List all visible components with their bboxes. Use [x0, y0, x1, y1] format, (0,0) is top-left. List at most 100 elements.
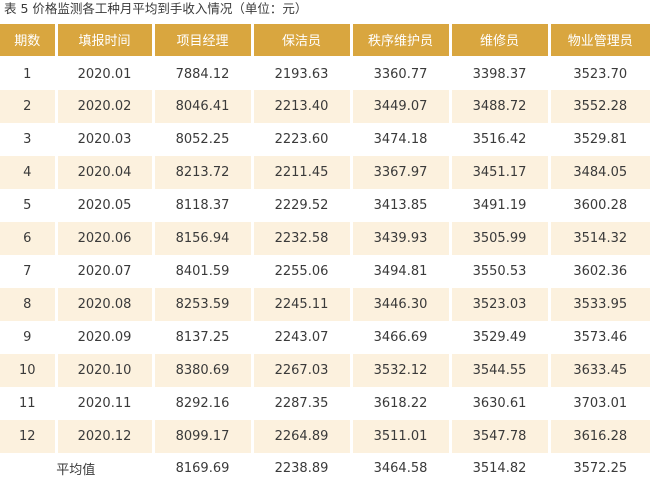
average-security-guard: 3464.58 [349, 453, 450, 483]
cell-period: 12 [0, 420, 56, 453]
cell-property-administrator: 3552.28 [547, 90, 650, 123]
cell-security-guard: 3449.07 [349, 90, 450, 123]
cell-security-guard: 3511.01 [349, 420, 450, 453]
cell-property-administrator: 3529.81 [547, 123, 650, 156]
cell-maintenance-worker: 3547.78 [448, 420, 549, 453]
cell-report-date: 2020.07 [54, 255, 153, 288]
cell-property-administrator: 3523.70 [547, 57, 650, 90]
cell-security-guard: 3466.69 [349, 321, 450, 354]
header-project-manager: 项目经理 [151, 24, 252, 59]
header-period: 期数 [0, 24, 56, 59]
cell-report-date: 2020.01 [54, 57, 153, 90]
header-maintenance-worker: 维修员 [448, 24, 549, 59]
header-security-guard: 秩序维护员 [349, 24, 450, 59]
cell-security-guard: 3367.97 [349, 156, 450, 189]
cell-property-administrator: 3703.01 [547, 387, 650, 420]
cell-project-manager: 8292.16 [151, 387, 252, 420]
cell-report-date: 2020.04 [54, 156, 153, 189]
cell-report-date: 2020.11 [54, 387, 153, 420]
cell-maintenance-worker: 3505.99 [448, 222, 549, 255]
cell-period: 2 [0, 90, 56, 123]
cell-project-manager: 8137.25 [151, 321, 252, 354]
cell-cleaner: 2211.45 [250, 156, 351, 189]
average-row: 平均值 8169.69 2238.89 3464.58 3514.82 3572… [0, 453, 650, 483]
cell-project-manager: 8118.37 [151, 189, 252, 222]
cell-security-guard: 3474.18 [349, 123, 450, 156]
cell-period: 10 [0, 354, 56, 387]
cell-cleaner: 2232.58 [250, 222, 351, 255]
table-row: 7 2020.07 8401.59 2255.06 3494.81 3550.5… [0, 255, 650, 288]
cell-report-date: 2020.06 [54, 222, 153, 255]
table-row: 1 2020.01 7884.12 2193.63 3360.77 3398.3… [0, 57, 650, 90]
cell-security-guard: 3439.93 [349, 222, 450, 255]
average-label: 平均值 [0, 453, 153, 483]
cell-property-administrator: 3633.45 [547, 354, 650, 387]
cell-maintenance-worker: 3529.49 [448, 321, 549, 354]
cell-project-manager: 8380.69 [151, 354, 252, 387]
cell-security-guard: 3360.77 [349, 57, 450, 90]
cell-period: 1 [0, 57, 56, 90]
cell-property-administrator: 3533.95 [547, 288, 650, 321]
average-maintenance-worker: 3514.82 [448, 453, 549, 483]
cell-cleaner: 2287.35 [250, 387, 351, 420]
cell-property-administrator: 3602.36 [547, 255, 650, 288]
cell-project-manager: 7884.12 [151, 57, 252, 90]
table-row: 11 2020.11 8292.16 2287.35 3618.22 3630.… [0, 387, 650, 420]
cell-project-manager: 8156.94 [151, 222, 252, 255]
cell-security-guard: 3618.22 [349, 387, 450, 420]
cell-security-guard: 3413.85 [349, 189, 450, 222]
cell-cleaner: 2223.60 [250, 123, 351, 156]
average-property-administrator: 3572.25 [547, 453, 650, 483]
cell-cleaner: 2229.52 [250, 189, 351, 222]
cell-maintenance-worker: 3491.19 [448, 189, 549, 222]
cell-project-manager: 8253.59 [151, 288, 252, 321]
cell-maintenance-worker: 3398.37 [448, 57, 549, 90]
cell-project-manager: 8213.72 [151, 156, 252, 189]
cell-property-administrator: 3484.05 [547, 156, 650, 189]
cell-maintenance-worker: 3550.53 [448, 255, 549, 288]
cell-maintenance-worker: 3630.61 [448, 387, 549, 420]
cell-report-date: 2020.10 [54, 354, 153, 387]
cell-cleaner: 2267.03 [250, 354, 351, 387]
average-cleaner: 2238.89 [250, 453, 351, 483]
cell-project-manager: 8052.25 [151, 123, 252, 156]
cell-cleaner: 2245.11 [250, 288, 351, 321]
table-row: 2 2020.02 8046.41 2213.40 3449.07 3488.7… [0, 90, 650, 123]
cell-project-manager: 8046.41 [151, 90, 252, 123]
cell-report-date: 2020.08 [54, 288, 153, 321]
cell-cleaner: 2243.07 [250, 321, 351, 354]
table-row: 10 2020.10 8380.69 2267.03 3532.12 3544.… [0, 354, 650, 387]
cell-project-manager: 8401.59 [151, 255, 252, 288]
table-row: 3 2020.03 8052.25 2223.60 3474.18 3516.4… [0, 123, 650, 156]
cell-period: 5 [0, 189, 56, 222]
cell-report-date: 2020.09 [54, 321, 153, 354]
cell-cleaner: 2213.40 [250, 90, 351, 123]
cell-cleaner: 2193.63 [250, 57, 351, 90]
cell-period: 3 [0, 123, 56, 156]
cell-report-date: 2020.03 [54, 123, 153, 156]
cell-security-guard: 3532.12 [349, 354, 450, 387]
cell-cleaner: 2255.06 [250, 255, 351, 288]
table-row: 5 2020.05 8118.37 2229.52 3413.85 3491.1… [0, 189, 650, 222]
cell-period: 9 [0, 321, 56, 354]
cell-period: 11 [0, 387, 56, 420]
cell-maintenance-worker: 3544.55 [448, 354, 549, 387]
table-row: 8 2020.08 8253.59 2245.11 3446.30 3523.0… [0, 288, 650, 321]
cell-maintenance-worker: 3523.03 [448, 288, 549, 321]
table-row: 6 2020.06 8156.94 2232.58 3439.93 3505.9… [0, 222, 650, 255]
table-row: 4 2020.04 8213.72 2211.45 3367.97 3451.1… [0, 156, 650, 189]
income-table: 期数 填报时间 项目经理 保洁员 秩序维护员 维修员 物业管理员 1 2020.… [0, 24, 650, 483]
cell-period: 6 [0, 222, 56, 255]
cell-maintenance-worker: 3451.17 [448, 156, 549, 189]
table-caption: 表 5 价格监测各工种月平均到手收入情况（单位：元） [4, 1, 308, 16]
cell-property-administrator: 3600.28 [547, 189, 650, 222]
cell-maintenance-worker: 3516.42 [448, 123, 549, 156]
header-property-administrator: 物业管理员 [547, 24, 650, 59]
cell-period: 7 [0, 255, 56, 288]
cell-property-administrator: 3573.46 [547, 321, 650, 354]
cell-period: 4 [0, 156, 56, 189]
table-body: 1 2020.01 7884.12 2193.63 3360.77 3398.3… [0, 57, 650, 483]
header-report-date: 填报时间 [54, 24, 153, 59]
average-project-manager: 8169.69 [151, 453, 252, 483]
cell-security-guard: 3446.30 [349, 288, 450, 321]
